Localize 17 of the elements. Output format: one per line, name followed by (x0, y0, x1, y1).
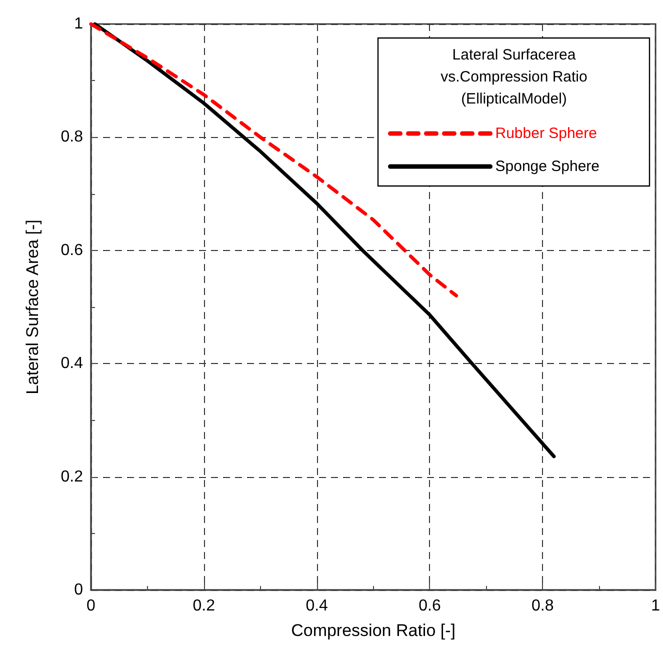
y-tick-label: 1 (74, 16, 84, 32)
x-tick-label: 0.2 (192, 598, 216, 614)
text: Sponge Sphere (495, 158, 600, 175)
y-tick-label: 0 (74, 582, 84, 598)
x-axis-title: Compression Ratio [-] (291, 621, 456, 640)
x-tick-label: 0.4 (306, 598, 328, 614)
legend-title: Lateral Surfacerea vs.Compression Ratio (EllipticalModel) (440, 46, 588, 108)
x-tick-label: 0.8 (532, 598, 554, 614)
y-tick-label: 0.8 (60, 128, 84, 146)
y-axis-title: Lateral Surface Area [-] (23, 220, 42, 394)
y-tick-label: 0.4 (60, 355, 84, 372)
x-tick-label: 0.6 (418, 598, 441, 614)
x-tick-label: 0 (86, 598, 96, 614)
x-tick-label: 1 (651, 598, 660, 614)
y-tick-label: 0.2 (60, 468, 84, 486)
text: Rubber Sphere (495, 125, 597, 142)
y-tick-label: 0.6 (60, 242, 84, 259)
